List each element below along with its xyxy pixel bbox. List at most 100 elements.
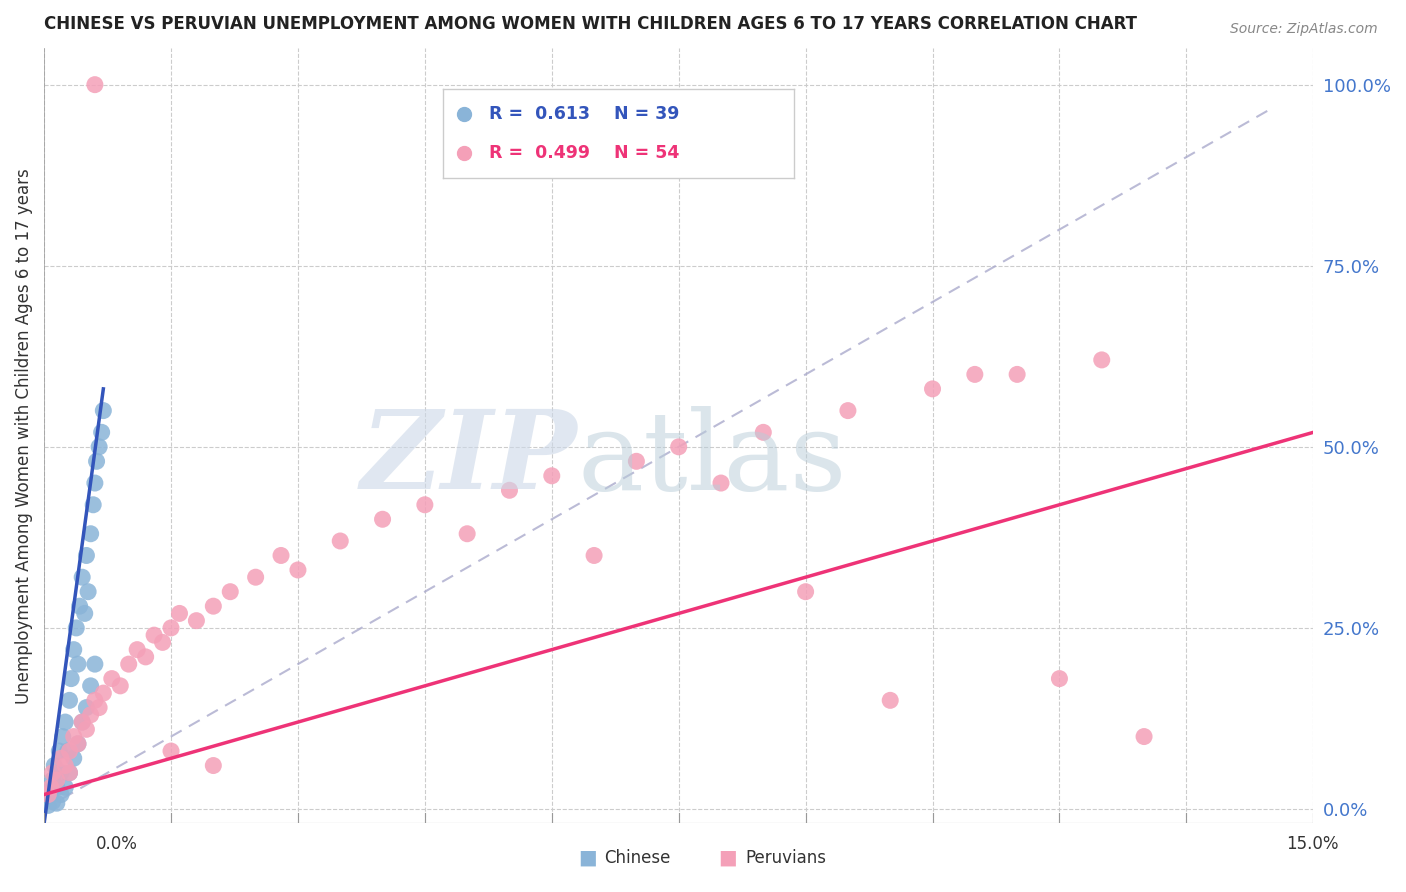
Point — [329, 533, 352, 548]
Text: Source: ZipAtlas.com: Source: ZipAtlas.com — [1230, 22, 1378, 37]
Text: atlas: atlas — [576, 406, 846, 513]
Point — [287, 563, 309, 577]
Point — [626, 454, 648, 468]
Point — [219, 584, 242, 599]
Point — [75, 723, 97, 737]
Text: ▪: ▪ — [576, 844, 598, 872]
Point — [75, 700, 97, 714]
Text: 0.0%: 0.0% — [96, 835, 138, 853]
Point — [58, 765, 80, 780]
Point — [53, 714, 76, 729]
Point — [69, 599, 91, 614]
Point — [52, 730, 75, 744]
Point — [49, 765, 72, 780]
Point — [66, 737, 89, 751]
Point — [41, 772, 63, 787]
Point — [453, 146, 475, 161]
Point — [58, 744, 80, 758]
Point — [879, 693, 901, 707]
Point — [160, 621, 183, 635]
Point — [44, 758, 66, 772]
Point — [49, 788, 72, 802]
Point — [70, 714, 93, 729]
Point — [70, 714, 93, 729]
Point — [77, 584, 100, 599]
Point — [75, 549, 97, 563]
Point — [1091, 352, 1114, 367]
Point — [91, 686, 114, 700]
Point — [53, 758, 76, 772]
Point — [453, 107, 475, 121]
Point — [710, 476, 733, 491]
Point — [110, 679, 132, 693]
Point — [135, 649, 157, 664]
Point — [37, 791, 59, 805]
Point — [101, 672, 124, 686]
Point — [62, 642, 84, 657]
Point — [152, 635, 174, 649]
Point — [90, 425, 112, 440]
Point — [456, 526, 478, 541]
Text: R =  0.499    N = 54: R = 0.499 N = 54 — [489, 145, 679, 162]
Point — [45, 796, 67, 810]
Point — [921, 382, 943, 396]
Text: R =  0.613    N = 39: R = 0.613 N = 39 — [489, 105, 679, 123]
Point — [58, 765, 80, 780]
Point — [83, 78, 105, 92]
Point — [56, 744, 79, 758]
Point — [37, 788, 59, 802]
Point — [45, 780, 67, 795]
Point — [45, 772, 67, 787]
Point — [65, 621, 87, 635]
Point — [53, 780, 76, 795]
Text: ▪: ▪ — [717, 844, 738, 872]
Point — [86, 454, 108, 468]
Point — [62, 751, 84, 765]
Point — [79, 707, 101, 722]
Point — [83, 693, 105, 707]
Point — [245, 570, 267, 584]
Text: 15.0%: 15.0% — [1286, 835, 1339, 853]
Text: Peruvians: Peruvians — [745, 849, 827, 867]
Text: Chinese: Chinese — [605, 849, 671, 867]
Point — [143, 628, 166, 642]
Point — [73, 607, 96, 621]
Point — [66, 657, 89, 672]
Point — [118, 657, 141, 672]
Point — [202, 758, 225, 772]
Point — [127, 642, 149, 657]
Point — [83, 657, 105, 672]
Text: ZIP: ZIP — [360, 406, 576, 513]
Point — [202, 599, 225, 614]
Text: CHINESE VS PERUVIAN UNEMPLOYMENT AMONG WOMEN WITH CHILDREN AGES 6 TO 17 YEARS CO: CHINESE VS PERUVIAN UNEMPLOYMENT AMONG W… — [44, 15, 1137, 33]
Point — [186, 614, 208, 628]
Point — [39, 780, 62, 795]
Point — [1049, 672, 1071, 686]
Point — [83, 476, 105, 491]
Point — [498, 483, 520, 498]
Point — [837, 403, 859, 417]
Point — [39, 784, 62, 798]
Point — [58, 693, 80, 707]
Point — [37, 798, 59, 813]
Point — [1133, 730, 1156, 744]
Point — [82, 498, 104, 512]
Point — [87, 440, 110, 454]
Point — [794, 584, 817, 599]
Point — [1005, 368, 1028, 382]
Point — [963, 368, 986, 382]
Point — [91, 403, 114, 417]
Point — [169, 607, 191, 621]
Point — [49, 751, 72, 765]
Point — [540, 468, 562, 483]
Point — [413, 498, 436, 512]
Point — [270, 549, 292, 563]
Point — [87, 700, 110, 714]
Point — [160, 744, 183, 758]
Point — [48, 744, 70, 758]
Point — [79, 679, 101, 693]
Point — [583, 549, 606, 563]
Point — [66, 737, 89, 751]
Point — [41, 765, 63, 780]
Point — [62, 730, 84, 744]
